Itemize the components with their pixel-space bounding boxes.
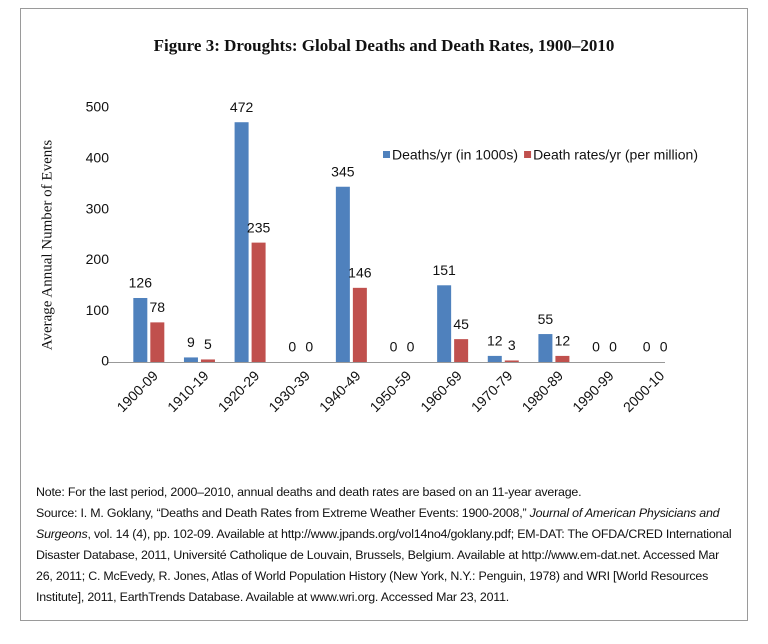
bar	[183, 357, 198, 362]
data-label: 235	[247, 219, 271, 235]
data-label: 9	[187, 334, 195, 350]
y-tick-label: 0	[101, 353, 109, 369]
bar	[504, 360, 519, 362]
x-tick-label: 1950-59	[367, 367, 415, 415]
data-label: 5	[204, 336, 212, 352]
data-label: 0	[390, 339, 398, 355]
source-text: Source: I. M. Goklany, “Deaths and Death…	[36, 506, 530, 520]
data-label: 55	[538, 311, 554, 327]
y-tick-label: 200	[86, 251, 110, 267]
data-label: 0	[305, 339, 313, 355]
bar	[133, 297, 148, 362]
x-tick-label: 1910-19	[164, 367, 212, 415]
journal: Journal of American Physicians and Surge…	[36, 506, 720, 541]
x-tick-label: 1900-09	[113, 367, 161, 415]
y-tick-label: 100	[86, 302, 110, 318]
x-tick-label: 1940-49	[316, 367, 364, 415]
bar	[251, 242, 266, 362]
chart-title: Figure 3: Droughts: Global Deaths and De…	[154, 36, 615, 55]
y-tick-label: 500	[86, 99, 110, 115]
note: Note: For the last period, 2000–2010, an…	[36, 485, 582, 499]
source-text: , vol. 14 (4), pp. 102-09. Available at …	[36, 527, 732, 604]
data-label: 0	[592, 339, 600, 355]
data-label: 472	[230, 99, 254, 115]
bar	[234, 122, 249, 362]
legend-label: Death rates/yr (per million)	[533, 147, 698, 163]
bar	[454, 339, 469, 362]
data-label: 126	[129, 275, 153, 291]
bar	[150, 322, 165, 362]
x-tick-label: 2000-10	[620, 367, 668, 415]
data-label: 151	[432, 262, 456, 278]
x-tick-label: 1980-89	[518, 367, 566, 415]
data-label: 345	[331, 163, 355, 179]
data-label: 146	[348, 265, 372, 281]
data-label: 12	[487, 333, 503, 349]
bar	[352, 287, 367, 362]
data-label: 78	[150, 299, 166, 315]
x-tick-label: 1930-39	[265, 367, 313, 415]
bar	[437, 285, 452, 362]
data-label: 0	[660, 339, 668, 355]
bar	[487, 355, 502, 362]
x-tick-label: 1990-99	[569, 367, 617, 415]
legend-swatch	[524, 151, 532, 158]
bar	[200, 359, 215, 362]
data-label: 0	[643, 339, 651, 355]
data-label: 3	[508, 337, 516, 353]
bar	[335, 186, 350, 362]
source: Source: I. M. Goklany, “Deaths and Death…	[36, 503, 736, 608]
x-tick-label: 1960-69	[417, 367, 465, 415]
frame	[20, 8, 748, 621]
bar	[538, 334, 553, 362]
data-label: 0	[288, 339, 296, 355]
data-label: 45	[453, 316, 469, 332]
y-tick-label: 400	[86, 150, 110, 166]
notes: Note: For the last period, 2000–2010, an…	[36, 482, 736, 608]
y-axis-title: Average Annual Number of Events	[39, 140, 55, 351]
x-tick-label: 1920-29	[215, 367, 263, 415]
data-label: 0	[407, 339, 415, 355]
legend-swatch	[383, 151, 390, 158]
data-label: 12	[555, 333, 571, 349]
bar	[555, 355, 570, 362]
y-tick-label: 300	[86, 200, 110, 216]
legend-label: Deaths/yr (in 1000s)	[392, 147, 518, 163]
x-tick-label: 1970-79	[468, 367, 516, 415]
data-label: 0	[609, 339, 617, 355]
